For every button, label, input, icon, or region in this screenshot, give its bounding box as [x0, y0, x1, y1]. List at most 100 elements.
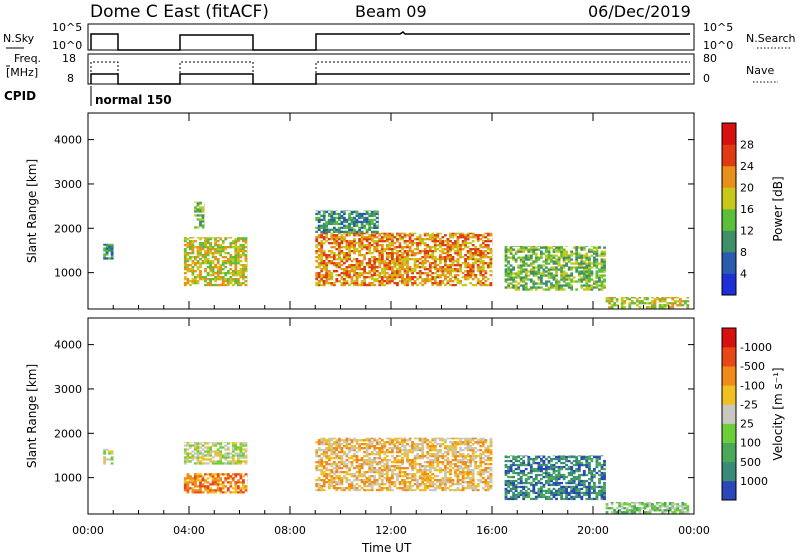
echo-cell	[451, 234, 455, 237]
echo-cell	[391, 256, 394, 259]
echo-cell	[436, 485, 440, 488]
echo-cell	[373, 445, 377, 448]
echo-cell	[388, 244, 392, 247]
echo-cell	[421, 483, 425, 486]
echo-cell	[378, 258, 382, 261]
echo-cell	[416, 443, 419, 446]
echo-cell	[403, 467, 407, 470]
echo-cell	[194, 442, 197, 445]
echo-cell	[350, 465, 354, 468]
echo-cell	[413, 276, 417, 279]
echo-cell	[461, 232, 465, 235]
echo-cell	[221, 260, 225, 263]
echo-cell	[358, 283, 361, 287]
echo-cell	[532, 467, 536, 471]
echo-cell	[542, 485, 546, 489]
echo-cell	[408, 242, 412, 245]
echo-cell	[196, 460, 200, 463]
echo-cell	[416, 483, 419, 486]
echo-cell	[105, 249, 109, 252]
echo-cell	[383, 232, 387, 235]
echo-cell	[322, 439, 326, 442]
echo-cell	[504, 268, 508, 271]
echo-cell	[194, 491, 197, 494]
echo-cell	[406, 274, 409, 277]
echo-cell	[572, 469, 576, 473]
echo-cell	[391, 252, 394, 255]
echo-cell	[350, 260, 354, 263]
echo-cell	[191, 244, 195, 247]
echo-cell	[340, 283, 344, 287]
echo-cell	[388, 443, 392, 446]
echo-cell	[451, 441, 455, 444]
echo-cell	[391, 473, 394, 476]
echo-cell	[486, 487, 490, 490]
echo-cell	[375, 488, 379, 492]
echo-cell	[383, 467, 387, 470]
echo-cell	[464, 447, 467, 450]
echo-cell	[585, 280, 589, 283]
echo-cell	[486, 252, 490, 255]
echo-cell	[196, 246, 200, 249]
echo-cell	[547, 254, 551, 257]
echo-cell	[373, 437, 377, 440]
echo-cell	[221, 268, 225, 271]
echo-cell	[189, 264, 192, 267]
echo-cell	[327, 222, 331, 226]
echo-cell	[557, 473, 561, 477]
echo-cell	[512, 455, 515, 459]
echo-cell	[403, 232, 407, 235]
echo-cell	[363, 278, 366, 281]
echo-cell	[406, 276, 409, 279]
echo-cell	[507, 479, 510, 483]
echo-cell	[244, 454, 248, 457]
echo-cell	[522, 469, 526, 473]
echo-cell	[413, 488, 417, 492]
echo-cell	[244, 240, 248, 243]
echo-cell	[504, 493, 508, 497]
echo-cell	[456, 282, 460, 285]
echo-cell	[534, 481, 538, 485]
echo-cell	[401, 453, 404, 456]
echo-cell	[355, 210, 359, 212]
echo-cell	[360, 214, 364, 218]
echo-cell	[416, 236, 419, 239]
echo-cell	[343, 232, 346, 235]
echo-cell	[406, 240, 409, 243]
echo-cell	[456, 238, 460, 241]
echo-cell	[370, 220, 374, 224]
echo-cell	[330, 447, 334, 450]
echo-cell	[446, 242, 450, 245]
echo-cell	[244, 264, 248, 267]
echo-cell	[219, 456, 223, 459]
echo-cell	[320, 278, 324, 281]
echo-cell	[418, 274, 422, 277]
echo-cell	[464, 455, 467, 458]
echo-cell	[522, 495, 526, 499]
echo-cell	[196, 256, 200, 259]
echo-cell	[338, 244, 341, 247]
echo-cell	[358, 230, 361, 233]
echo-cell	[194, 444, 197, 447]
echo-cell	[350, 220, 354, 224]
echo-cell	[398, 254, 402, 257]
echo-cell	[484, 244, 488, 247]
echo-cell	[590, 485, 594, 489]
echo-cell	[418, 465, 422, 468]
echo-cell	[411, 459, 414, 462]
echo-cell	[327, 276, 331, 279]
echo-cell	[408, 254, 412, 257]
echo-cell	[532, 268, 536, 271]
echo-cell	[547, 258, 551, 261]
echo-cell	[378, 244, 382, 247]
echo-cell	[378, 475, 382, 478]
echo-cell	[550, 477, 553, 481]
echo-cell	[403, 280, 407, 283]
echo-cell	[668, 306, 672, 309]
echo-cell	[214, 481, 217, 484]
echo-cell	[226, 462, 230, 465]
echo-cell	[474, 465, 478, 468]
echo-cell	[469, 276, 473, 279]
echo-cell	[348, 485, 351, 488]
echo-cell	[330, 479, 334, 482]
